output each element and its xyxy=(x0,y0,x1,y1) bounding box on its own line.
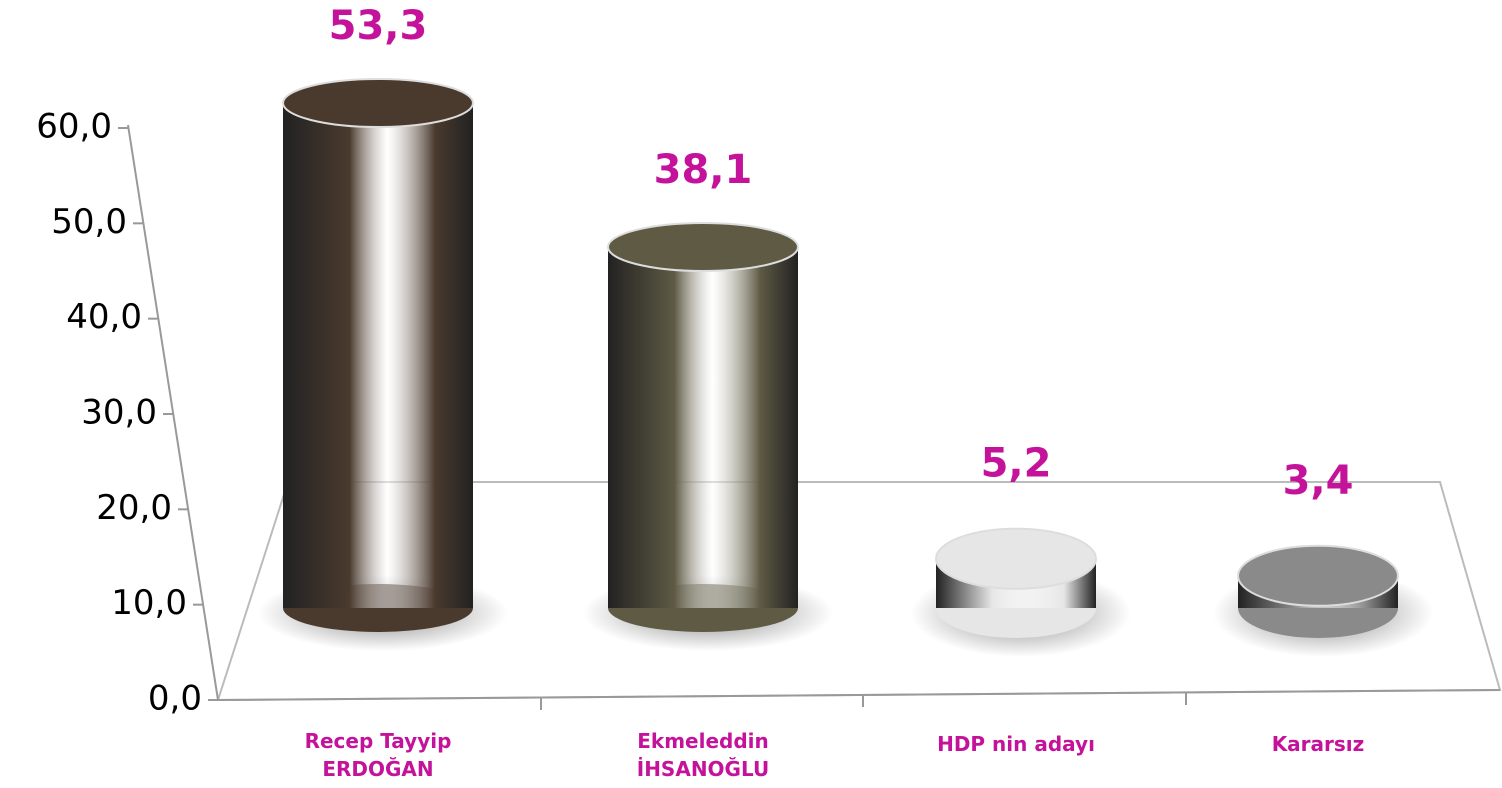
x-tick-label: Kararsız xyxy=(1203,730,1433,758)
value-label: 38,1 xyxy=(654,147,753,193)
bar-top xyxy=(1238,546,1398,606)
x-tick-label: Recep Tayyip ERDOĞAN xyxy=(293,727,463,783)
value-label: 3,4 xyxy=(1283,458,1354,504)
bar xyxy=(608,247,798,608)
bar-top xyxy=(283,79,473,127)
bar-top xyxy=(936,529,1096,589)
value-label: 5,2 xyxy=(981,441,1052,487)
y-tick-label: 60,0 xyxy=(36,107,112,147)
page: 0,0 10,0 20,0 30,0 40,0 50,0 60,0 53,3 38,1 5,2 3,… xyxy=(0,0,1502,788)
y-tick-label: 0,0 xyxy=(148,679,202,719)
y-tick-label: 40,0 xyxy=(66,297,142,337)
y-tick-label: 20,0 xyxy=(96,488,172,528)
bar-top xyxy=(608,223,798,271)
x-tick-label: Ekmeleddin İHSANOĞLU xyxy=(618,727,788,783)
bar xyxy=(283,103,473,608)
y-tick-label: 50,0 xyxy=(51,202,127,242)
y-tick-label: 10,0 xyxy=(111,583,187,623)
x-axis xyxy=(218,690,1500,700)
chart: 0,0 10,0 20,0 30,0 40,0 50,0 60,0 53,3 38,1 5,2 3,… xyxy=(0,0,1502,788)
x-tick-label: HDP nin adayı xyxy=(901,730,1131,758)
y-tick-label: 30,0 xyxy=(81,393,157,433)
value-label: 53,3 xyxy=(329,3,428,49)
